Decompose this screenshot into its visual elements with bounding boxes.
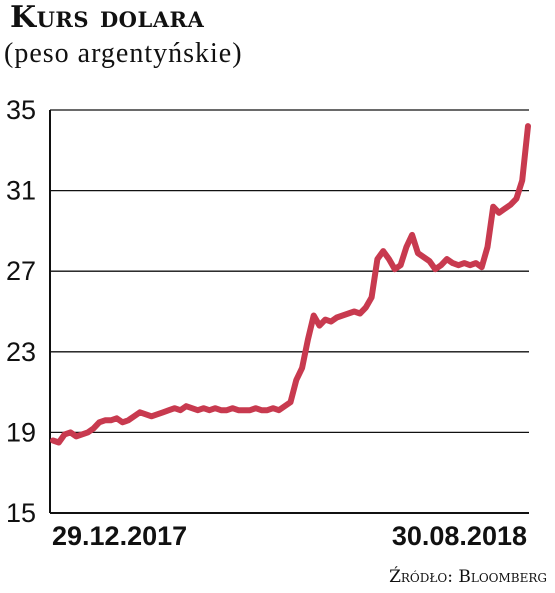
y-tick-label: 15 [6,498,36,528]
chart-subtitle: (peso argentyńskie) [4,38,243,69]
x-tick-label: 30.08.2018 [392,521,527,551]
x-tick-label: 29.12.2017 [52,521,187,551]
y-tick-label: 31 [6,176,36,206]
y-tick-label: 35 [6,95,36,125]
series-line [50,123,531,446]
y-tick-label: 19 [6,417,36,447]
y-axis-ticks: 15 19 23 27 31 35 [6,95,36,528]
chart-title: Kurs dolara [10,0,205,35]
x-axis-ticks: 29.12.2017 30.08.2018 [52,521,527,551]
y-tick-label: 27 [6,256,36,286]
y-tick-label: 23 [6,337,36,367]
gridlines [50,109,529,514]
series-layer [50,123,531,446]
source-note: Źródło: Bloomberg [389,567,547,587]
